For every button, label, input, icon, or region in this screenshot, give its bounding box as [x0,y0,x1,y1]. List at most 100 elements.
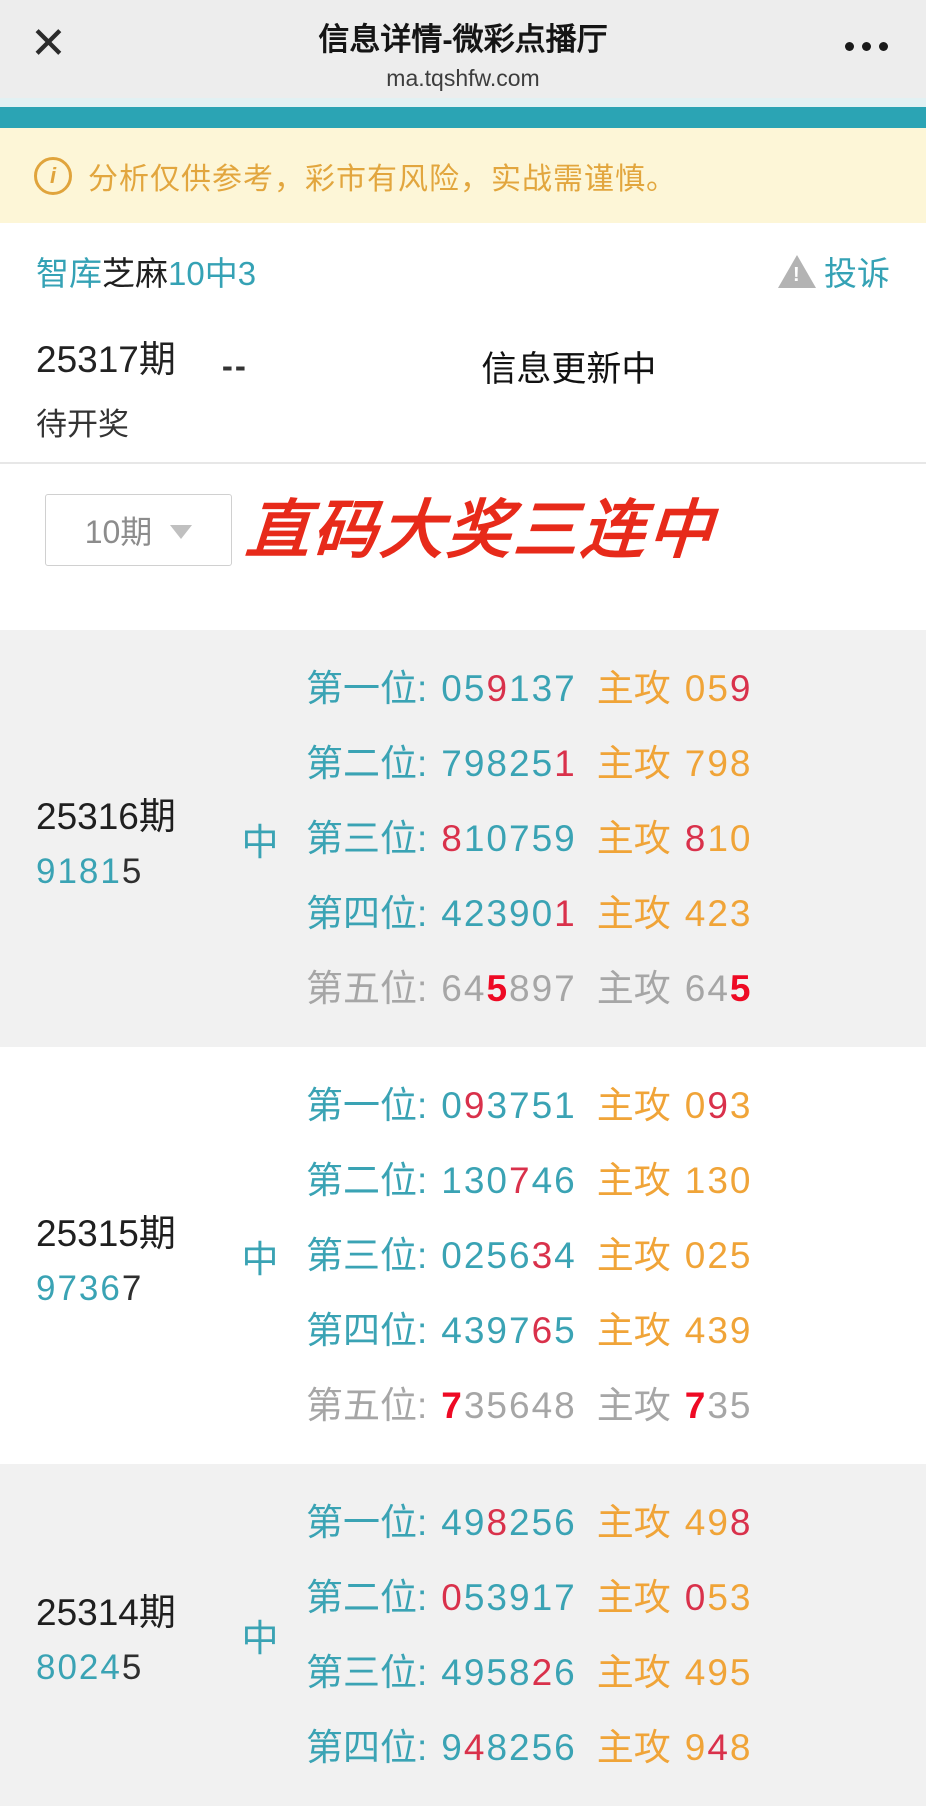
more-menu-icon[interactable] [845,42,888,51]
predicted-digits: 059137 [441,668,576,709]
position-row: 第五位: 735648 主攻 735 [306,1387,906,1424]
attack-digit-segment: 53 [707,1577,753,1618]
attack-digit-segment: 0 [684,1085,708,1126]
digit-segment: 9 [486,668,510,709]
position-row: 第五位: 645897 主攻 645 [306,970,906,1007]
predicted-digits: 498256 [441,1502,576,1543]
predicted-digits: 798251 [441,743,576,784]
attack-digits: 498 [685,1502,753,1543]
digit-segment: 137 [509,668,577,709]
predicted-digits: 735648 [441,1385,576,1426]
attack-label: 主攻 [596,1502,671,1543]
winning-digit-segment: 7 [121,1268,144,1308]
page-title: 信息详情-微彩点播厅 [318,22,608,57]
close-icon[interactable]: ✕ [30,19,67,68]
attack-digit-segment: 9 [684,1727,708,1768]
position-label: 第一位: [306,668,428,709]
period-block: 25316期 91815 中第一位: 059137 主攻 059 第二位: 798251 主攻 7… [0,630,926,1047]
winning-digit-segment: 8024 [36,1648,122,1687]
digit-segment: 0 [441,1085,464,1126]
winning-digit-segment: 9181 [36,851,122,891]
attack-label: 主攻 [596,1235,671,1276]
digit-segment: 0 [441,1577,464,1618]
position-row: 第一位: 093751 主攻 093 [306,1087,906,1124]
chevron-down-icon [170,525,193,539]
attack-digit-segment: 10 [707,818,753,859]
predicted-digits: 025634 [441,1235,576,1276]
current-status: 待开奖 [36,407,129,442]
attack-digit-segment: 9 [729,668,753,709]
attack-label: 主攻 [596,818,671,859]
period-label: 25316期 [36,795,176,837]
attack-digit-segment: 3 [729,1085,753,1126]
digit-segment: 5 [486,968,510,1009]
attack-digits: 798 [685,743,753,784]
digit-segment: 7 [441,1385,464,1426]
teal-progress-bar [0,107,926,128]
report-button[interactable]: ! 投诉 [778,247,890,295]
attack-digit-segment: 4 [707,1727,730,1768]
period-count-dropdown[interactable]: 10期 [45,494,232,566]
digit-segment: 3 [531,1235,555,1276]
position-label: 第五位: [306,968,428,1009]
attack-label: 主攻 [596,1385,671,1426]
digit-segment: 9 [463,1085,487,1126]
attack-label: 主攻 [596,1310,671,1351]
attack-digit-segment: 025 [684,1235,753,1276]
period-label: 25315期 [36,1212,176,1254]
digit-segment: 130 [441,1160,510,1201]
attack-digit-segment: 495 [684,1652,753,1693]
position-row: 第四位: 423901 主攻 423 [306,895,906,932]
hit-badge: 中 [241,1238,279,1280]
notice-text: 分析仅供参考，彩市有风险，实战需谨慎。 [88,162,677,196]
attack-digits: 735 [685,1385,753,1426]
digit-segment: 35648 [463,1385,577,1426]
attack-digit-segment: 130 [684,1160,753,1201]
attack-digit-segment: 423 [684,893,753,934]
digit-segment: 9 [441,1727,464,1768]
filter-section: 10期 直码大奖三连中 [0,462,926,630]
digit-segment: 7 [509,1160,532,1201]
pale-strip [0,98,926,107]
digit-segment: 10759 [463,818,577,859]
predicted-digits: 495826 [441,1652,576,1693]
predicted-digits: 053917 [441,1577,576,1618]
digit-segment: 53917 [463,1577,577,1618]
report-label: 投诉 [824,255,890,292]
position-label: 第一位: [306,1502,428,1543]
predicted-digits: 130746 [441,1160,576,1201]
digit-segment: 8 [441,818,464,859]
current-period: 25317期 [36,339,176,380]
attack-digits: 025 [685,1235,753,1276]
attack-digits: 093 [685,1085,753,1126]
position-label: 第四位: [306,893,428,934]
risk-notice-banner: i 分析仅供参考，彩市有风险，实战需谨慎。 [0,128,926,223]
digit-segment: 5 [554,1310,577,1351]
warning-triangle-icon: ! [778,254,816,288]
digit-segment: 0256 [441,1235,532,1276]
attack-digits: 130 [685,1160,753,1201]
attack-label: 主攻 [596,668,671,709]
digit-segment: 8 [486,1502,510,1543]
predicted-digits: 423901 [441,893,576,934]
digit-segment: 4397 [441,1310,532,1351]
position-label: 第三位: [306,1652,428,1693]
attack-digits: 495 [685,1652,753,1693]
winning-number: 80245 [36,1648,214,1688]
digit-segment: 05 [441,668,487,709]
source-name-prefix: 智库 [36,255,102,292]
attack-digit-segment: 439 [684,1310,753,1351]
attack-digit-segment: 35 [707,1385,753,1426]
browser-header: ✕ 信息详情-微彩点播厅 ma.tqshfw.com [0,0,926,98]
attack-digit-segment: 8 [729,1727,753,1768]
winning-digit-segment: 5 [121,1648,144,1687]
attack-digit-segment: 49 [684,1502,730,1543]
result-placeholder: -- [221,347,248,384]
attack-digit-segment: 64 [684,968,730,1009]
digit-segment: 64 [441,968,487,1009]
digit-segment: 6 [531,1310,555,1351]
period-cell: 25316期 91815 [36,786,214,892]
attack-label: 主攻 [596,1652,671,1693]
digit-segment: 79825 [441,743,555,784]
